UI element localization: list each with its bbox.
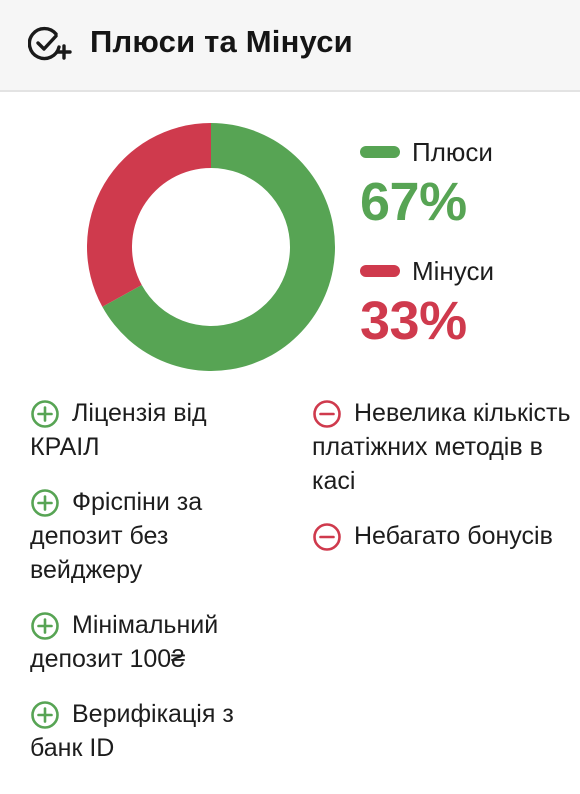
section-header: Плюси та Мінуси	[0, 0, 580, 92]
legend-pros-label: Плюси	[412, 136, 493, 167]
pros-item-text: Ліцензія від КРАІЛ	[30, 399, 207, 461]
pros-list: Ліцензія від КРАІЛ Фріспіни за депозит б…	[30, 396, 280, 786]
cons-item-text: Небагато бонусів	[354, 522, 553, 550]
check-circle-plus-icon	[28, 26, 72, 61]
donut-slice-cons	[87, 123, 211, 307]
cons-list-item: Небагато бонусів	[312, 519, 574, 553]
donut-slice-pros	[102, 123, 335, 371]
minus-circle-icon	[313, 523, 341, 551]
pros-list-item: Ліцензія від КРАІЛ	[30, 396, 280, 464]
pros-list-item: Верифікація з банк ID	[30, 697, 280, 765]
legend-cons-swatch	[360, 265, 400, 277]
legend-cons-label: Мінуси	[412, 255, 495, 286]
legend-pros-swatch	[360, 146, 400, 158]
legend-pros: Плюси 67%	[360, 134, 493, 232]
legend-pros-percent: 67%	[360, 172, 467, 232]
plus-circle-icon	[31, 400, 59, 428]
cons-item-text: Невелика кількість платіжних методів в к…	[312, 399, 571, 495]
pros-list-item: Фріспіни за депозит без вейджеру	[30, 485, 280, 587]
legend-cons-percent: 33%	[360, 291, 467, 351]
pros-item-text: Фріспіни за депозит без вейджеру	[30, 488, 203, 584]
plus-circle-icon	[31, 612, 59, 640]
plus-circle-icon	[31, 489, 59, 517]
plus-circle-icon	[31, 701, 59, 729]
page-title: Плюси та Мінуси	[90, 24, 353, 59]
cons-list: Невелика кількість платіжних методів в к…	[312, 396, 574, 574]
minus-circle-icon	[313, 400, 341, 428]
cons-list-item: Невелика кількість платіжних методів в к…	[312, 396, 574, 498]
pros-item-text: Мінімальний депозит 100₴	[30, 611, 219, 673]
pros-cons-donut-chart	[87, 123, 335, 371]
pros-item-text: Верифікація з банк ID	[30, 700, 234, 762]
legend-cons: Мінуси 33%	[360, 253, 494, 351]
pros-list-item: Мінімальний депозит 100₴	[30, 608, 280, 676]
